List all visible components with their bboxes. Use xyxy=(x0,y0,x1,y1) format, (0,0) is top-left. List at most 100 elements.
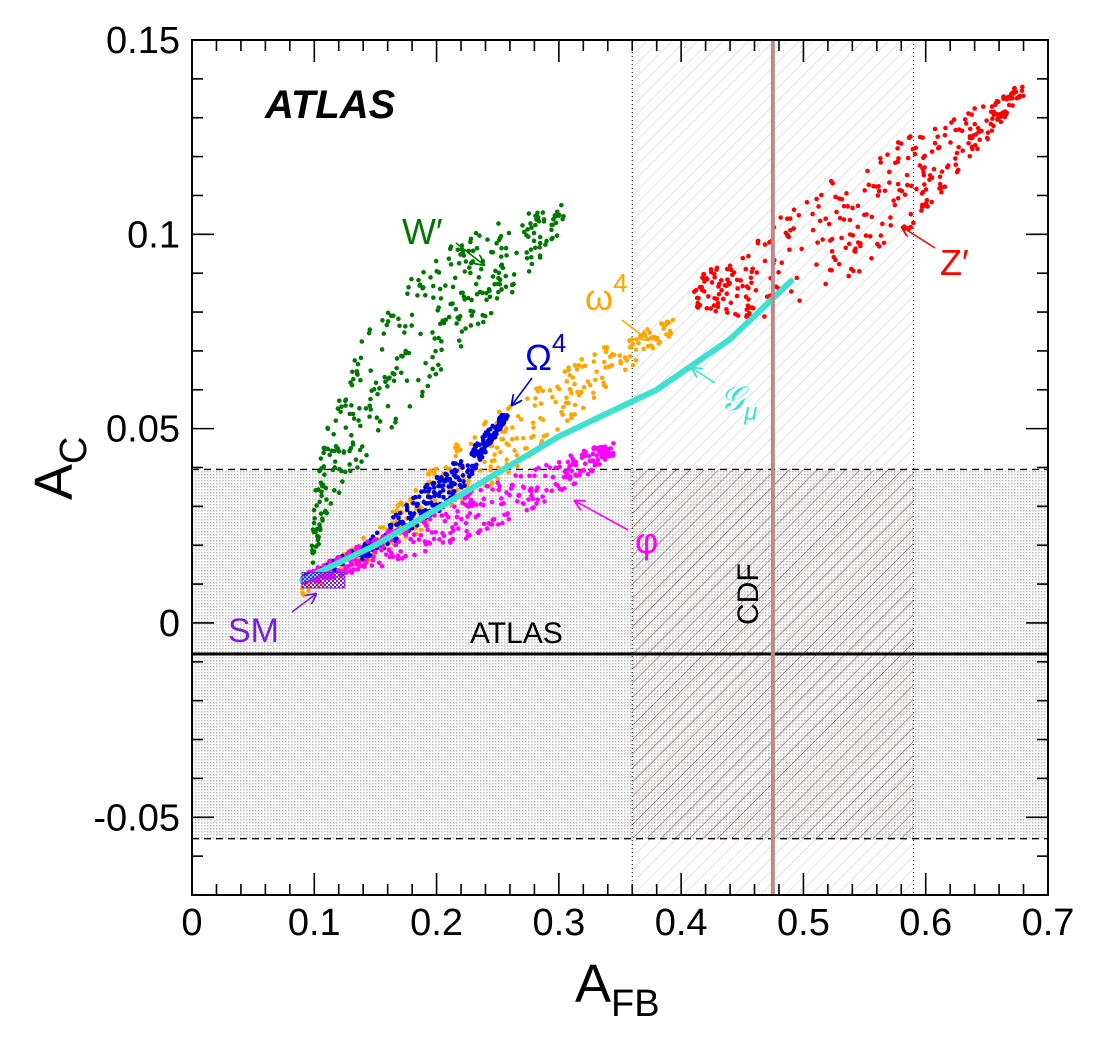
point xyxy=(385,541,390,547)
point xyxy=(911,220,916,226)
point xyxy=(501,412,507,418)
point xyxy=(351,416,357,421)
point xyxy=(499,262,505,268)
point xyxy=(434,268,440,274)
point xyxy=(438,367,444,372)
point xyxy=(489,499,495,505)
point xyxy=(359,339,365,344)
point xyxy=(496,522,501,527)
point xyxy=(1019,84,1025,90)
label-gmu: 𝒢μ xyxy=(720,380,757,426)
point xyxy=(942,132,948,138)
y-tick-label: -0.05 xyxy=(93,797,180,839)
point xyxy=(502,429,508,434)
point xyxy=(391,378,397,384)
point xyxy=(555,483,561,488)
point xyxy=(998,114,1003,120)
point xyxy=(583,449,588,455)
point xyxy=(429,530,435,535)
point xyxy=(593,377,598,383)
point xyxy=(532,245,538,251)
point xyxy=(641,346,647,352)
point xyxy=(594,369,599,375)
point xyxy=(537,253,543,258)
x-tick-label: 0.3 xyxy=(532,902,585,944)
point xyxy=(820,237,825,242)
point xyxy=(507,404,513,410)
point xyxy=(588,468,594,473)
point xyxy=(504,457,510,462)
point xyxy=(1006,102,1012,108)
point xyxy=(952,156,958,161)
point xyxy=(450,536,456,542)
point xyxy=(348,380,353,385)
point xyxy=(454,321,459,326)
point xyxy=(432,498,438,503)
point xyxy=(1010,103,1015,108)
point xyxy=(441,533,447,539)
point xyxy=(423,541,429,547)
point xyxy=(433,258,439,264)
point xyxy=(468,497,474,503)
point xyxy=(526,269,532,274)
point xyxy=(311,520,317,526)
point xyxy=(556,459,562,465)
point xyxy=(712,295,717,301)
point xyxy=(407,510,413,516)
point xyxy=(848,266,854,272)
point xyxy=(555,427,560,432)
point xyxy=(453,461,459,466)
point xyxy=(476,275,482,280)
point xyxy=(728,300,734,306)
point xyxy=(863,233,869,238)
point xyxy=(506,230,512,236)
point xyxy=(393,420,398,425)
point xyxy=(529,488,534,494)
point xyxy=(457,447,463,453)
point xyxy=(379,547,384,553)
point xyxy=(490,480,495,486)
point xyxy=(917,163,923,168)
label-Omega4-sup: 4 xyxy=(552,328,566,358)
point xyxy=(358,423,363,429)
point xyxy=(355,361,361,367)
point xyxy=(381,331,387,336)
point xyxy=(446,466,452,471)
point xyxy=(533,396,538,401)
point xyxy=(448,262,454,267)
point xyxy=(406,284,411,290)
point xyxy=(418,527,424,533)
point xyxy=(462,269,468,274)
point xyxy=(394,356,400,361)
point xyxy=(581,468,587,473)
point xyxy=(980,104,986,109)
point xyxy=(495,425,501,431)
point xyxy=(481,521,487,527)
point xyxy=(463,536,469,541)
point xyxy=(1013,89,1019,95)
point xyxy=(430,366,436,372)
point xyxy=(438,296,444,301)
point xyxy=(380,544,386,549)
point xyxy=(496,221,501,226)
point xyxy=(354,562,360,567)
point xyxy=(319,465,324,471)
point xyxy=(415,501,421,507)
point xyxy=(409,276,414,282)
point xyxy=(844,191,849,196)
point xyxy=(306,588,311,594)
point xyxy=(382,374,388,380)
point xyxy=(469,451,475,457)
point xyxy=(711,303,717,308)
point xyxy=(463,326,468,331)
point xyxy=(422,488,427,494)
point xyxy=(629,337,635,342)
x-axis-title-main: A xyxy=(575,954,611,1014)
point xyxy=(448,540,453,545)
y-axis-title: AC xyxy=(24,437,95,500)
point xyxy=(447,246,453,252)
point xyxy=(350,369,355,375)
point xyxy=(312,516,318,521)
point xyxy=(431,485,437,490)
point xyxy=(496,289,501,295)
